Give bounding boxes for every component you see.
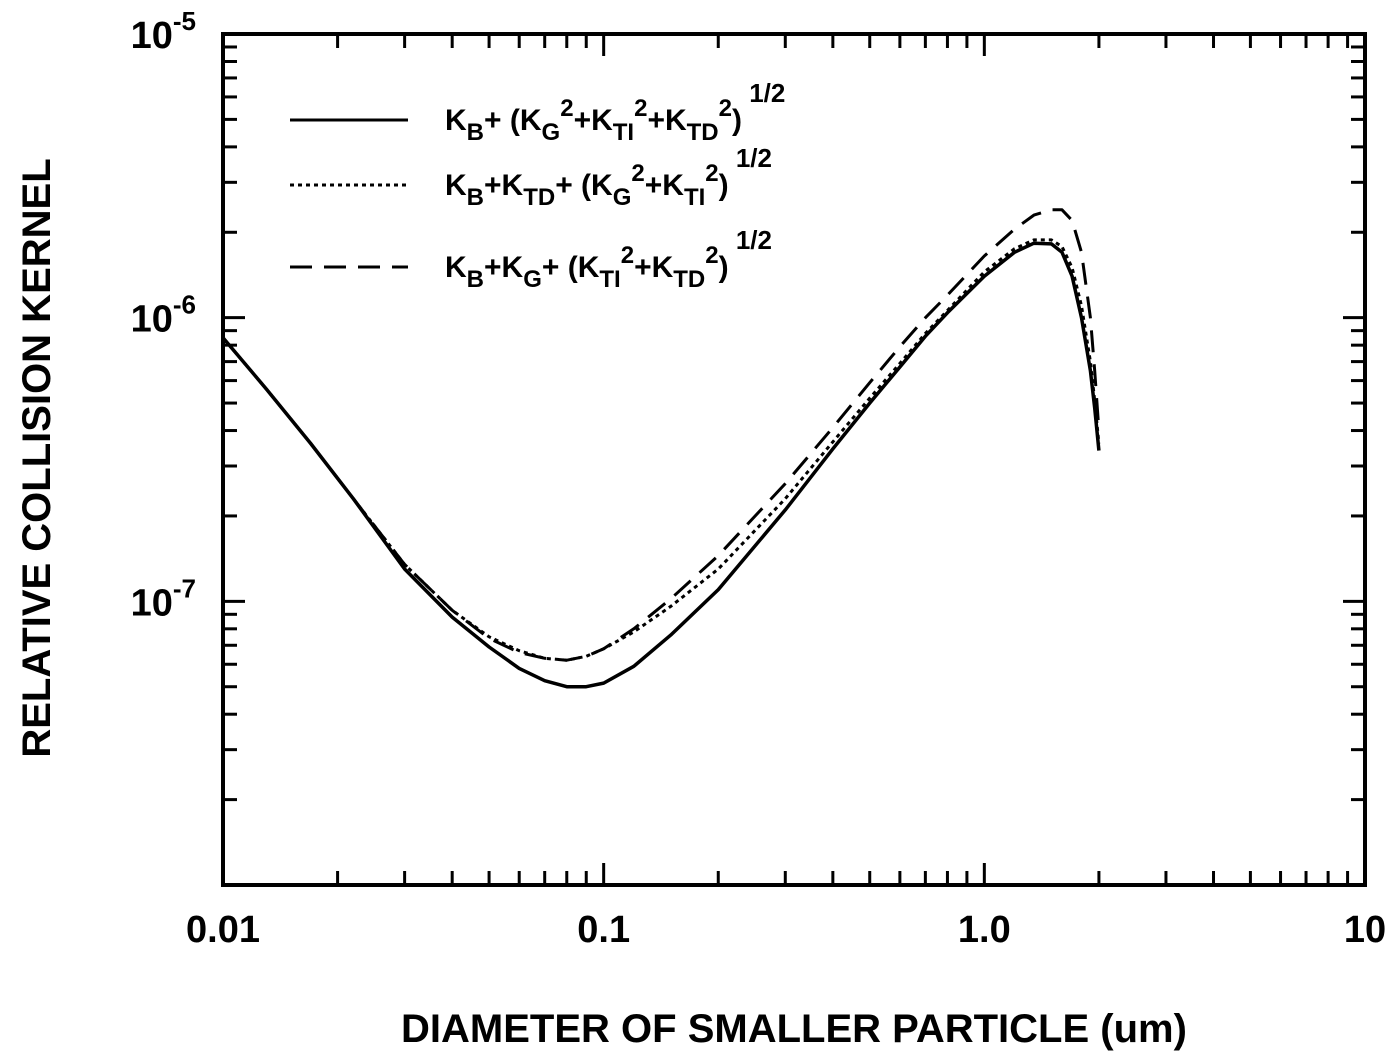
x-tick-label: 0.1 bbox=[577, 909, 630, 951]
axis-ticks bbox=[223, 34, 1365, 885]
plot-lines bbox=[221, 208, 1101, 689]
legend-label-3: KB+KG+ (KTI2+KTD2) 1/2 bbox=[445, 225, 772, 293]
y-tick-label: 10-7 bbox=[131, 573, 196, 624]
x-tick-label: 10 bbox=[1344, 909, 1386, 951]
y-tick-label: 10-5 bbox=[131, 6, 196, 57]
series-line-1 bbox=[221, 241, 1101, 689]
y-tick-label: 10-6 bbox=[131, 290, 196, 341]
x-tick-label: 0.01 bbox=[186, 909, 260, 951]
series-line-2 bbox=[221, 238, 1101, 662]
x-tick-label: 1.0 bbox=[958, 909, 1011, 951]
legend: KB+ (KG2+KTI2+KTD2) 1/2KB+KTD+ (KG2+KTI2… bbox=[290, 78, 785, 293]
tick-labels: 0.01 0.1 1.0 10 10-5 10-6 10-7 bbox=[131, 6, 1387, 951]
legend-label-1: KB+ (KG2+KTI2+KTD2) 1/2 bbox=[445, 78, 785, 146]
plot-frame bbox=[221, 32, 1367, 887]
y-axis-label: RELATIVE COLLISION KERNEL bbox=[15, 158, 59, 757]
legend-label-2: KB+KTD+ (KG2+KTI2) 1/2 bbox=[445, 143, 772, 211]
series-line-3 bbox=[221, 208, 1101, 662]
x-axis-label: DIAMETER OF SMALLER PARTICLE (um) bbox=[401, 1007, 1187, 1051]
